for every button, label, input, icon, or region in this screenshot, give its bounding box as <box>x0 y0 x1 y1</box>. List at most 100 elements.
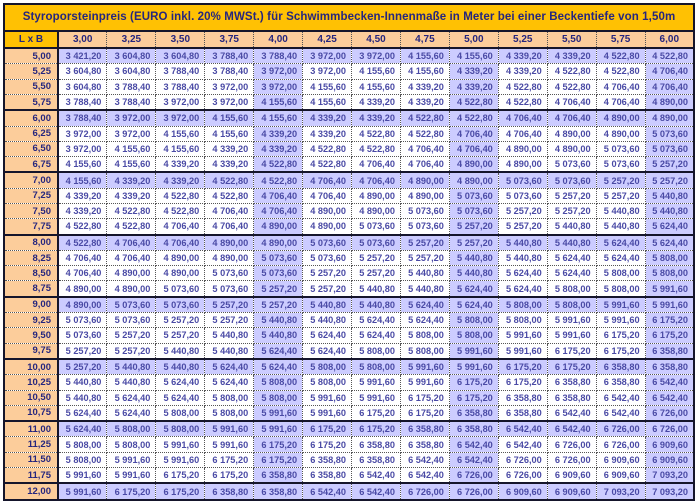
price-cell: 6 726,00 <box>644 420 695 438</box>
table-row: 6,50 3 972,00 4 155,60 4 155,60 4 339,20 4 33… <box>3 140 695 158</box>
price-cell: 4 155,60 <box>302 93 353 111</box>
price-cell: 5 073,60 <box>204 280 255 298</box>
price-cell: 4 522,80 <box>351 125 401 142</box>
price-cell: 3 972,00 <box>204 78 255 95</box>
price-cell: 3 788,40 <box>106 78 157 95</box>
price-cell: 5 440,80 <box>204 342 255 360</box>
price-cell: 3 972,00 <box>106 125 157 142</box>
row-header: 7,75 <box>3 218 59 236</box>
price-cell: 5 440,80 <box>106 374 157 391</box>
price-cell: 5 624,40 <box>448 295 499 314</box>
price-cell: 5 808,00 <box>497 295 548 314</box>
price-cell: 6 175,20 <box>204 466 255 484</box>
price-cell: 4 155,60 <box>106 156 157 173</box>
price-cell: 3 788,40 <box>204 47 255 65</box>
price-cell: 5 624,40 <box>155 374 206 391</box>
price-cell: 5 073,60 <box>253 249 304 267</box>
column-header: 4,75 <box>399 30 450 49</box>
price-cell: 4 706,40 <box>351 171 401 189</box>
table-row: 7,00 4 155,60 4 339,20 4 339,20 4 522,80 4 52… <box>3 171 695 189</box>
price-cell: 3 788,40 <box>57 93 108 111</box>
price-cell: 6 175,20 <box>546 357 597 376</box>
price-cell: 5 073,60 <box>448 187 499 204</box>
price-cell: 6 542,40 <box>399 466 450 484</box>
price-cell: 5 257,20 <box>644 171 695 189</box>
table-row: 5,50 3 604,80 3 788,40 3 788,40 3 972,00 3 97… <box>3 78 695 95</box>
column-header: 3,50 <box>155 30 206 49</box>
price-cell: 5 624,40 <box>106 389 157 406</box>
price-cell: 6 726,00 <box>497 451 548 468</box>
price-cell: 4 522,80 <box>106 218 157 236</box>
price-cell: 4 155,60 <box>448 47 499 65</box>
price-cell: 5 073,60 <box>399 218 450 236</box>
price-cell: 5 991,60 <box>57 466 108 484</box>
price-cell: 5 073,60 <box>448 202 499 220</box>
price-cell: 4 890,00 <box>106 265 157 282</box>
price-cell: 5 624,40 <box>644 233 695 251</box>
price-cell: 4 706,40 <box>106 233 157 251</box>
price-cell: 5 808,00 <box>155 420 206 438</box>
price-cell: 5 991,60 <box>448 357 499 376</box>
price-cell: 5 808,00 <box>106 420 157 438</box>
price-cell: 5 440,80 <box>57 374 108 391</box>
price-cell: 6 358,80 <box>399 436 450 453</box>
price-cell: 4 155,60 <box>399 63 450 80</box>
price-cell: 4 155,60 <box>204 125 255 142</box>
price-cell: 6 909,60 <box>644 451 695 468</box>
price-cell: 4 522,80 <box>106 202 157 220</box>
price-cell: 4 706,40 <box>644 78 695 95</box>
price-cell: 5 808,00 <box>644 265 695 282</box>
price-cell: 5 073,60 <box>399 202 450 220</box>
price-cell: 5 440,80 <box>399 280 450 298</box>
price-cell: 4 339,20 <box>253 125 304 142</box>
price-cell: 6 358,80 <box>644 342 695 360</box>
price-cell: 5 073,60 <box>57 312 108 329</box>
table-row: 6,00 3 788,40 3 972,00 3 972,00 4 155,60 4 15… <box>3 109 695 127</box>
price-cell: 4 155,60 <box>106 140 157 158</box>
price-cell: 6 358,80 <box>497 389 548 406</box>
price-cell: 6 726,00 <box>595 436 646 453</box>
price-cell: 4 890,00 <box>351 202 401 220</box>
price-cell: 4 339,20 <box>497 63 548 80</box>
price-cell: 4 339,20 <box>399 78 450 95</box>
row-header: 11,75 <box>3 466 59 484</box>
price-cell: 6 175,20 <box>204 451 255 468</box>
price-cell: 3 788,40 <box>106 93 157 111</box>
row-header: 8,25 <box>3 249 59 267</box>
price-cell: 5 624,40 <box>546 249 597 267</box>
table-row: 9,50 5 073,60 5 257,20 5 257,20 5 440,80 5 44… <box>3 327 695 344</box>
price-table-body: 5,00 3 421,20 3 604,80 3 604,80 3 788,40 3 78… <box>3 47 695 501</box>
price-cell: 5 440,80 <box>595 202 646 220</box>
price-cell: 4 890,00 <box>595 109 646 127</box>
price-cell: 5 624,40 <box>351 327 401 344</box>
corner-label: L x B <box>3 30 59 49</box>
price-cell: 5 624,40 <box>253 357 304 376</box>
price-cell: 5 257,20 <box>399 233 450 251</box>
price-cell: 3 972,00 <box>302 47 353 65</box>
row-header: 5,00 <box>3 47 59 65</box>
price-cell: 5 257,20 <box>106 327 157 344</box>
price-cell: 5 624,40 <box>302 327 353 344</box>
price-cell: 6 175,20 <box>302 436 353 453</box>
column-header: 4,50 <box>351 30 401 49</box>
price-cell: 5 440,80 <box>448 265 499 282</box>
price-cell: 5 440,80 <box>497 249 548 267</box>
price-cell: 5 440,80 <box>155 357 206 376</box>
price-cell: 4 339,20 <box>448 63 499 80</box>
table-row: 7,50 4 339,20 4 522,80 4 522,80 4 706,40 4 70… <box>3 202 695 220</box>
price-cell: 4 890,00 <box>302 202 353 220</box>
price-cell: 5 808,00 <box>399 342 450 360</box>
price-cell: 5 073,60 <box>644 125 695 142</box>
price-cell: 5 991,60 <box>497 327 548 344</box>
price-cell: 4 890,00 <box>497 140 548 158</box>
price-cell: 4 706,40 <box>399 140 450 158</box>
price-cell: 5 991,60 <box>351 374 401 391</box>
price-cell: 5 991,60 <box>253 420 304 438</box>
price-cell: 5 073,60 <box>595 140 646 158</box>
row-header: 11,50 <box>3 451 59 468</box>
row-header: 7,50 <box>3 202 59 220</box>
price-cell: 5 991,60 <box>644 295 695 314</box>
price-cell: 6 175,20 <box>546 342 597 360</box>
price-cell: 5 257,20 <box>399 249 450 267</box>
price-cell: 5 440,80 <box>399 265 450 282</box>
